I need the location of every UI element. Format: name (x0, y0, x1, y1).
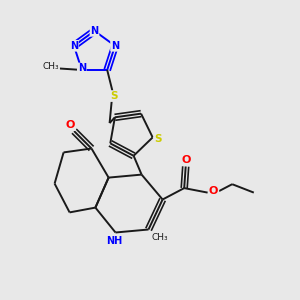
Text: S: S (110, 91, 118, 101)
Text: CH₃: CH₃ (43, 62, 59, 71)
Text: N: N (111, 41, 119, 51)
Text: O: O (66, 120, 75, 130)
Text: S: S (154, 134, 162, 144)
Text: N: N (78, 64, 86, 74)
Text: O: O (181, 155, 190, 165)
Text: NH: NH (106, 236, 122, 246)
Text: O: O (209, 186, 218, 196)
Text: CH₃: CH₃ (152, 233, 168, 242)
Text: N: N (90, 26, 99, 36)
Text: N: N (70, 41, 78, 51)
